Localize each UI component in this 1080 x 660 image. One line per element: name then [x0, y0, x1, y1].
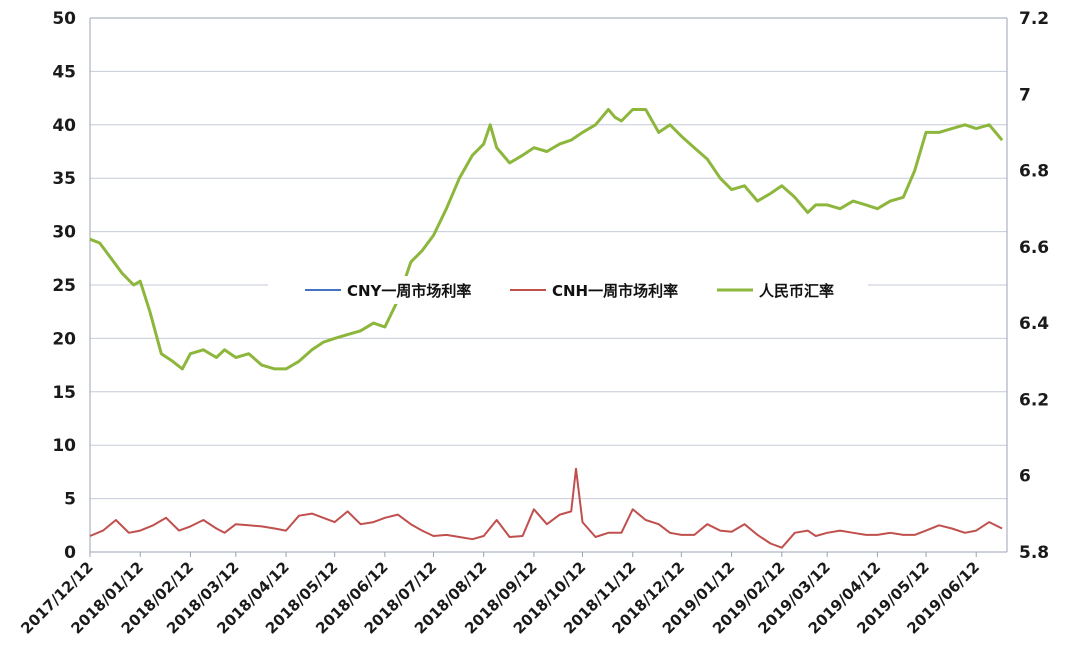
y-left-tick-label: 45: [52, 62, 76, 82]
legend-label-0: CNY一周市场利率: [347, 282, 471, 300]
grid-lines: [90, 17, 1007, 500]
y-left-tick-label: 10: [52, 436, 76, 456]
axes: [89, 18, 1008, 557]
y-left-tick-label: 0: [64, 543, 76, 563]
series-line-2: [89, 108, 1004, 371]
y-left-tick-label: 40: [52, 116, 76, 136]
y-left-tick-labels: 0 5 10 15 20 25 30 35 40 45 50: [52, 9, 76, 563]
y-left-tick-label: 5: [64, 490, 76, 510]
legend-label-1: CNH一周市场利率: [552, 282, 678, 300]
series-line-1: [89, 467, 1003, 549]
series-lines: [89, 108, 1004, 549]
legend-label-2: 人民币汇率: [759, 282, 834, 300]
y-left-tick-label: 30: [52, 223, 76, 243]
legend: CNY一周市场利率 CNH一周市场利率 人民币汇率: [268, 276, 868, 304]
y-right-tick-label: 6.2: [1019, 390, 1049, 410]
y-left-tick-label: 25: [52, 276, 76, 296]
y-right-tick-label: 6.8: [1019, 162, 1049, 182]
y-left-tick-label: 50: [52, 9, 76, 29]
y-right-tick-label: 7: [1019, 85, 1031, 105]
y-right-tick-label: 5.8: [1019, 543, 1049, 563]
y-left-tick-label: 20: [52, 329, 76, 349]
x-tick-labels: 2017/12/122018/01/122018/02/122018/03/12…: [17, 558, 983, 638]
y-left-tick-label: 35: [52, 169, 76, 189]
y-right-tick-label: 6: [1019, 467, 1031, 487]
y-left-tick-label: 15: [52, 383, 76, 403]
y-right-tick-label: 7.2: [1019, 9, 1049, 29]
y-right-tick-labels: 5.8 6 6.2 6.4 6.6 6.8 7 7.2: [1019, 9, 1049, 563]
y-right-tick-label: 6.6: [1019, 238, 1049, 258]
y-right-tick-label: 6.4: [1019, 314, 1049, 334]
legend-background: [268, 276, 868, 304]
